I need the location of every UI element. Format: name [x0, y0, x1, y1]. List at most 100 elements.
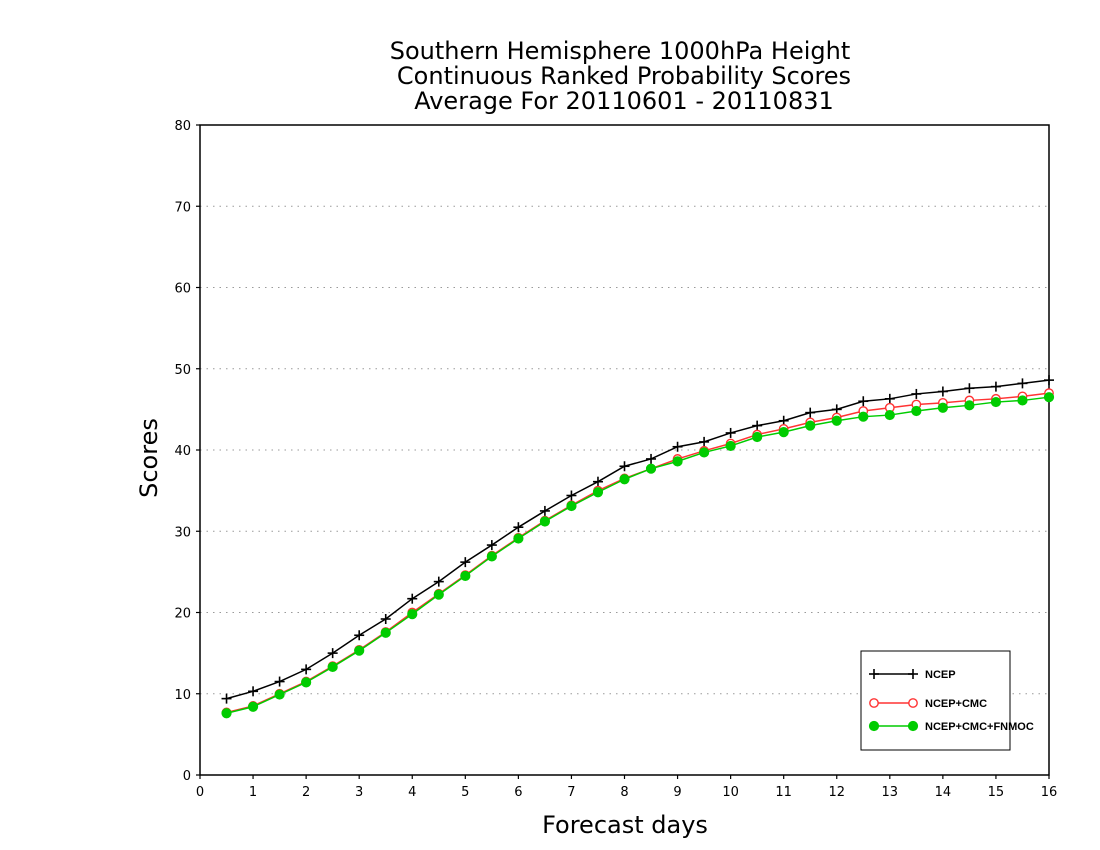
data-point-plus: [911, 388, 922, 399]
data-point-plus: [380, 614, 391, 624]
data-point-filled-circle: [354, 645, 365, 656]
x-tick-label: 3: [355, 785, 363, 800]
data-point-plus: [699, 436, 710, 447]
x-tick-label: 5: [461, 785, 469, 800]
legend-label: NCEP+CMC+FNMOC: [925, 721, 1034, 733]
data-point-plus: [725, 427, 736, 438]
data-point-filled-circle: [937, 402, 948, 413]
legend-item-1: NCEP+CMC: [869, 698, 987, 710]
data-point-filled-circle: [592, 487, 604, 498]
data-point-plus: [354, 630, 365, 641]
x-tick-label: 6: [514, 785, 522, 800]
x-tick-label: 13: [882, 785, 899, 800]
data-point-filled-circle: [1043, 392, 1055, 403]
series-line: [226, 379, 1050, 700]
y-tick-label: 80: [174, 119, 191, 134]
data-point-plus: [592, 476, 603, 487]
x-tick-label: 11: [775, 785, 792, 800]
x-tick-label: 12: [828, 785, 845, 800]
y-tick-label: 10: [174, 688, 191, 703]
data-point-plus: [460, 557, 471, 568]
data-point-plus: [964, 383, 975, 394]
x-tick-label: 9: [673, 785, 681, 800]
x-tick-label: 0: [196, 785, 204, 800]
chart-title-line-2: Continuous Ranked Probability Scores: [397, 62, 851, 90]
data-point-plus: [327, 648, 338, 659]
data-point-plus: [433, 576, 444, 587]
data-point-plus: [646, 453, 657, 464]
data-point-filled-circle: [407, 609, 418, 620]
data-point-filled-circle: [911, 405, 922, 417]
y-tick-label: 60: [174, 282, 191, 297]
data-point-plus: [619, 461, 630, 472]
legend: NCEP NCEP+CMC NCEP+CMC+FNMOC: [860, 650, 1034, 751]
data-point-filled-circle: [805, 420, 816, 431]
series-0: [221, 375, 1054, 704]
data-point-plus: [869, 669, 879, 679]
data-point-filled-circle: [778, 427, 789, 438]
data-point-plus: [672, 441, 683, 452]
data-point-filled-circle: [539, 516, 551, 527]
data-point-plus: [908, 669, 918, 679]
x-tick-label: 16: [1041, 785, 1058, 800]
data-point-plus: [301, 664, 312, 675]
y-tick-label: 50: [174, 363, 191, 378]
data-point-plus: [513, 522, 524, 533]
data-point-filled-circle: [619, 474, 630, 485]
data-point-plus: [884, 393, 895, 404]
data-point-plus: [858, 396, 869, 407]
data-point-plus: [539, 505, 550, 516]
y-tick-label: 30: [174, 525, 191, 540]
data-point-filled-circle: [868, 720, 880, 732]
series-2: [221, 392, 1055, 719]
data-point-filled-circle: [672, 456, 683, 467]
data-point-filled-circle: [645, 463, 657, 474]
data-point-plus: [1017, 378, 1028, 389]
y-tick-label: 20: [174, 607, 191, 622]
data-point-filled-circle: [725, 440, 736, 452]
x-tick-label: 14: [935, 785, 952, 800]
data-point-plus: [407, 593, 418, 604]
x-tick-label: 15: [988, 785, 1005, 800]
x-tick-label: 1: [249, 785, 257, 800]
data-point-filled-circle: [460, 570, 471, 582]
data-point-filled-circle: [433, 589, 444, 600]
data-point-plus: [274, 676, 285, 687]
legend-box: [860, 650, 1011, 751]
data-point-filled-circle: [884, 409, 895, 421]
data-point-plus: [486, 540, 497, 551]
x-tick-label: 8: [620, 785, 628, 800]
data-point-filled-circle: [247, 701, 259, 712]
data-point-filled-circle: [858, 411, 869, 422]
data-point-plus: [221, 693, 232, 704]
data-point-filled-circle: [301, 677, 312, 688]
data-point-filled-circle: [221, 708, 232, 719]
data-point-filled-circle: [990, 396, 1002, 408]
data-point-open-circle: [908, 698, 918, 708]
y-axis-label: Scores: [135, 418, 163, 498]
series-group: [221, 375, 1055, 719]
data-point-plus: [990, 381, 1001, 392]
legend-label: NCEP: [925, 669, 956, 681]
data-point-filled-circle: [380, 627, 391, 638]
data-point-plus: [1044, 375, 1054, 386]
data-point-filled-circle: [486, 551, 497, 562]
x-tick-label: 4: [408, 785, 416, 800]
data-point-filled-circle: [831, 415, 842, 426]
x-tick-label: 7: [567, 785, 575, 800]
data-point-filled-circle: [274, 689, 285, 700]
data-point-filled-circle: [327, 661, 338, 673]
y-tick-label: 0: [183, 769, 191, 784]
grid: [200, 205, 1049, 695]
data-point-filled-circle: [698, 447, 710, 458]
y-tick-label: 70: [174, 200, 191, 215]
legend-item-2: NCEP+CMC+FNMOC: [868, 720, 1034, 733]
legend-item-0: NCEP: [869, 669, 956, 681]
data-point-open-circle: [869, 698, 879, 708]
data-point-filled-circle: [752, 431, 763, 443]
data-point-plus: [248, 686, 259, 697]
y-tick-label: 40: [174, 444, 191, 459]
data-point-filled-circle: [513, 533, 524, 544]
